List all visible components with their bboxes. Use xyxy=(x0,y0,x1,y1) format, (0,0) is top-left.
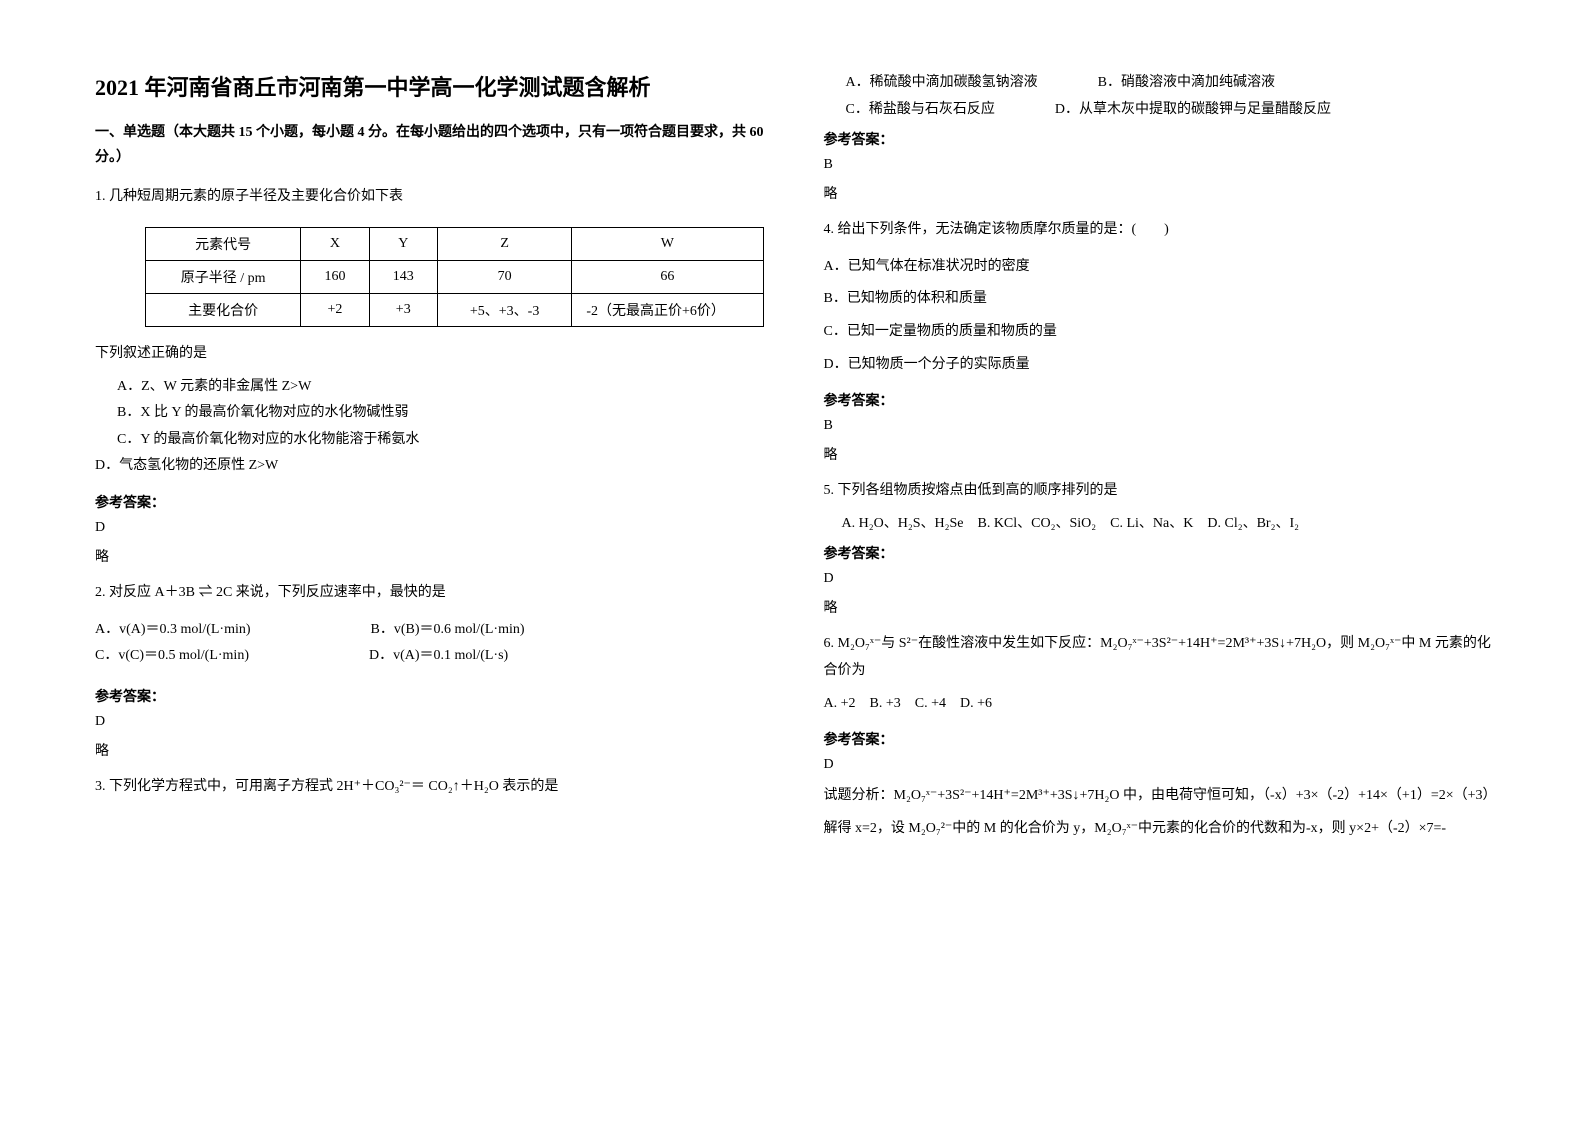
q1-note: 略 xyxy=(95,546,764,566)
q5-option-c: C. Li、Na、K xyxy=(1110,516,1193,531)
q3-option-b: B．硝酸溶液中滴加纯碱溶液 xyxy=(1098,70,1275,97)
q6-explanation-1: 试题分析：M₂O₇ˣ⁻+3S²⁻+14H⁺=2M³⁺+3S↓+7H₂O 中，由电… xyxy=(824,783,1493,810)
table-cell: 70 xyxy=(437,260,571,293)
q3-option-a: A．稀硫酸中滴加碳酸氢钠溶液 xyxy=(846,70,1038,97)
q4-option-d: D．已知物质一个分子的实际质量 xyxy=(824,352,1493,379)
table-cell: -2（无最高正价+6价） xyxy=(572,293,763,326)
q5-option-d: D. Cl₂、Br₂、I₂ xyxy=(1207,516,1299,531)
left-column: 2021 年河南省商丘市河南第一中学高一化学测试题含解析 一、单选题（本大题共 … xyxy=(95,70,764,1082)
answer-label: 参考答案： xyxy=(824,390,1493,410)
table-header: 元素代号 xyxy=(146,227,301,260)
q2-options-row2: C．v(C)＝0.5 mol/(L·min) D．v(A)＝0.1 mol/(L… xyxy=(117,643,764,670)
table-cell: 原子半径 / pm xyxy=(146,260,301,293)
q6-option-a: A. +2 xyxy=(824,696,856,711)
answer-label: 参考答案： xyxy=(95,686,764,706)
q6-option-c: C. +4 xyxy=(915,696,946,711)
q2-option-c: C．v(C)＝0.5 mol/(L·min) xyxy=(95,643,249,670)
q5-option-a: A. H₂O、H₂S、H₂Se xyxy=(842,516,964,531)
q1-option-a: A．Z、W 元素的非金属性 Z>W xyxy=(117,374,764,401)
q1-answer: D xyxy=(95,520,764,536)
q2-option-b: B．v(B)＝0.6 mol/(L·min) xyxy=(371,617,525,644)
q4-option-a: A．已知气体在标准状况时的密度 xyxy=(824,254,1493,281)
q2-option-d: D．v(A)＝0.1 mol/(L·s) xyxy=(369,643,508,670)
q4-answer: B xyxy=(824,418,1493,434)
q6-stem: 6. M₂O₇ˣ⁻与 S²⁻在酸性溶液中发生如下反应：M₂O₇ˣ⁻+3S²⁻+1… xyxy=(824,631,1493,684)
table-cell: 66 xyxy=(572,260,763,293)
table-cell: 主要化合价 xyxy=(146,293,301,326)
q1-lead: 下列叙述正确的是 xyxy=(95,341,764,368)
q2-stem: 2. 对反应 A＋3B ⇌ 2C 来说，下列反应速率中，最快的是 xyxy=(95,580,764,607)
q2-answer: D xyxy=(95,714,764,730)
table-row: 主要化合价 +2 +3 +5、+3、-3 -2（无最高正价+6价） xyxy=(146,293,764,326)
q5-note: 略 xyxy=(824,597,1493,617)
q3-answer: B xyxy=(824,157,1493,173)
q6-option-b: B. +3 xyxy=(870,696,901,711)
q3-options-row2: C．稀盐酸与石灰石反应 D．从草木灰中提取的碳酸钾与足量醋酸反应 xyxy=(846,97,1493,124)
q5-stem: 5. 下列各组物质按熔点由低到高的顺序排列的是 xyxy=(824,478,1493,505)
table-header: Y xyxy=(369,227,437,260)
q3-option-c: C．稀盐酸与石灰石反应 xyxy=(846,97,995,124)
q2-note: 略 xyxy=(95,740,764,760)
doc-title: 2021 年河南省商丘市河南第一中学高一化学测试题含解析 xyxy=(95,70,764,102)
table-cell: +2 xyxy=(301,293,369,326)
table-cell: +5、+3、-3 xyxy=(437,293,571,326)
answer-label: 参考答案： xyxy=(824,129,1493,149)
table-cell: 160 xyxy=(301,260,369,293)
right-column: A．稀硫酸中滴加碳酸氢钠溶液 B．硝酸溶液中滴加纯碱溶液 C．稀盐酸与石灰石反应… xyxy=(824,70,1493,1082)
q1-option-c: C．Y 的最高价氧化物对应的水化物能溶于稀氨水 xyxy=(117,427,764,454)
answer-label: 参考答案： xyxy=(824,543,1493,563)
q5-option-b: B. KCl、CO₂、SiO₂ xyxy=(977,516,1096,531)
table-cell: +3 xyxy=(369,293,437,326)
q4-note: 略 xyxy=(824,444,1493,464)
answer-label: 参考答案： xyxy=(824,729,1493,749)
table-header: X xyxy=(301,227,369,260)
q3-stem: 3. 下列化学方程式中，可用离子方程式 2H⁺＋CO₃²⁻＝ CO₂↑＋H₂O … xyxy=(95,774,764,801)
q4-option-b: B．已知物质的体积和质量 xyxy=(824,286,1493,313)
q1-table: 元素代号 X Y Z W 原子半径 / pm 160 143 70 66 主要化… xyxy=(145,227,764,327)
table-row: 元素代号 X Y Z W xyxy=(146,227,764,260)
q1-option-d: D．气态氢化物的还原性 Z>W xyxy=(95,453,764,480)
q3-note: 略 xyxy=(824,183,1493,203)
q4-stem: 4. 给出下列条件，无法确定该物质摩尔质量的是：( ) xyxy=(824,217,1493,244)
q6-answer: D xyxy=(824,757,1493,773)
q1-option-b: B．X 比 Y 的最高价氧化物对应的水化物碱性弱 xyxy=(117,400,764,427)
table-row: 原子半径 / pm 160 143 70 66 xyxy=(146,260,764,293)
table-header: W xyxy=(572,227,763,260)
q5-answer: D xyxy=(824,571,1493,587)
q6-option-d: D. +6 xyxy=(960,696,992,711)
q5-options: A. H₂O、H₂S、H₂Se B. KCl、CO₂、SiO₂ C. Li、Na… xyxy=(842,511,1493,538)
table-header: Z xyxy=(437,227,571,260)
q1-stem: 1. 几种短周期元素的原子半径及主要化合价如下表 xyxy=(95,184,764,211)
q3-options-row1: A．稀硫酸中滴加碳酸氢钠溶液 B．硝酸溶液中滴加纯碱溶液 xyxy=(846,70,1493,97)
table-cell: 143 xyxy=(369,260,437,293)
answer-label: 参考答案： xyxy=(95,492,764,512)
q6-options: A. +2 B. +3 C. +4 D. +6 xyxy=(824,691,1493,718)
section-heading: 一、单选题（本大题共 15 个小题，每小题 4 分。在每小题给出的四个选项中，只… xyxy=(95,120,764,170)
q4-option-c: C．已知一定量物质的质量和物质的量 xyxy=(824,319,1493,346)
q6-explanation-2: 解得 x=2，设 M₂O₇²⁻中的 M 的化合价为 y，M₂O₇ˣ⁻中元素的化合… xyxy=(824,816,1493,843)
q3-option-d: D．从草木灰中提取的碳酸钾与足量醋酸反应 xyxy=(1055,97,1331,124)
q2-option-a: A．v(A)＝0.3 mol/(L·min) xyxy=(95,617,251,644)
q2-options-row1: A．v(A)＝0.3 mol/(L·min) B．v(B)＝0.6 mol/(L… xyxy=(117,617,764,644)
